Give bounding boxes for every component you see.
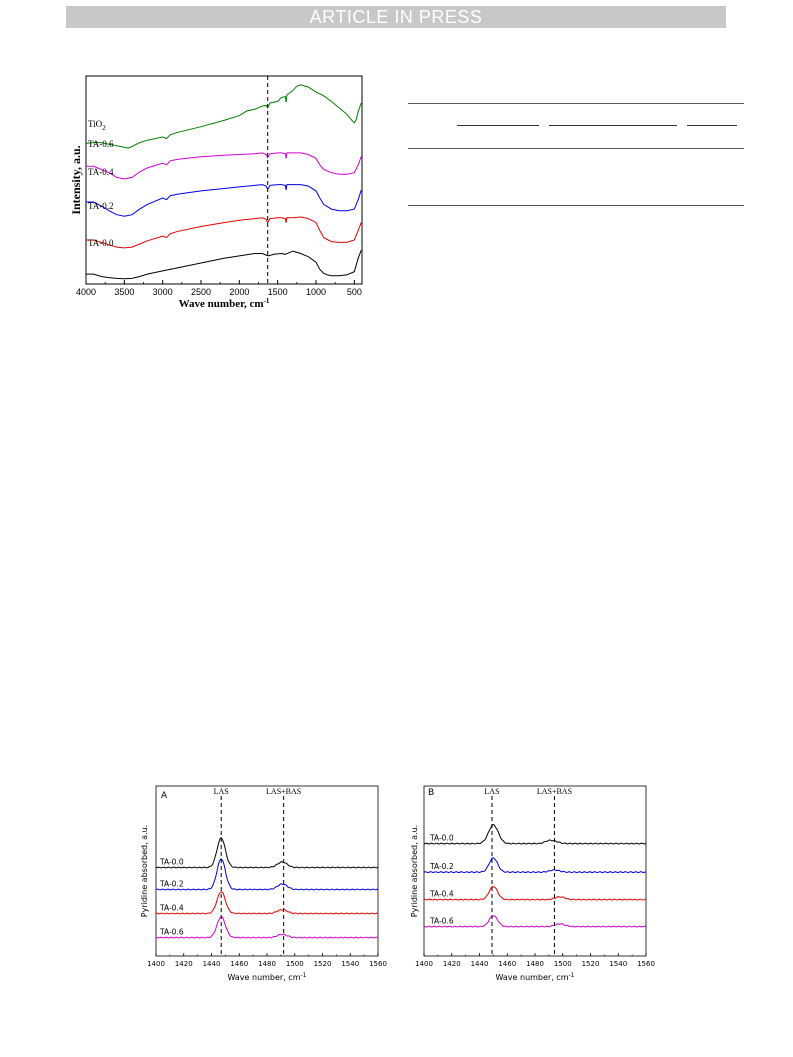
plot-frame (85, 75, 363, 285)
curve-label: TA-0.2 (88, 201, 114, 211)
table-group-rule-1 (457, 125, 539, 126)
panel-letter: B (428, 788, 434, 798)
spectrum-line-2 (155, 891, 379, 915)
spectra-lines (85, 84, 362, 280)
curve-label: TA-0.4 (88, 167, 114, 177)
x-tick-label: 1540 (341, 960, 359, 968)
x-tick-label: 1480 (258, 960, 276, 968)
spectra-lines (423, 824, 647, 928)
curve-label: TA-0.2 (159, 880, 184, 889)
x-axis-label: Wave number, cm-1 (496, 972, 575, 982)
reference-line-label: LAS+BAS (537, 787, 572, 796)
x-tick-label: 1440 (203, 960, 221, 968)
banner-text: ARTICLE IN PRESS (309, 7, 483, 27)
y-axis-label: Intensity, a.u. (69, 145, 83, 214)
spectrum-line-3 (155, 915, 379, 939)
table-header-rule (408, 148, 744, 149)
x-tick-label: 1000 (306, 287, 326, 297)
curve-label: TA-0.0 (88, 238, 114, 248)
x-tick-label: 4000 (76, 287, 96, 297)
curve-label: TA-0.6 (429, 917, 454, 926)
x-tick-label: 1400 (147, 960, 165, 968)
spectrum-line-0 (86, 250, 362, 280)
curve-label: TA-0.6 (88, 139, 114, 149)
pyridine-chart-b: 1400 1420 1440 1460 1480 1500 1520 1540 1560 LAS… (410, 785, 655, 982)
reference-line-label: LAS (484, 787, 499, 796)
y-axis-label: Pyridine absorbed, a.u. (410, 825, 419, 917)
x-tick-label: 1460 (230, 960, 248, 968)
x-tick-label: 1500 (554, 960, 572, 968)
x-tick-label: 1440 (471, 960, 489, 968)
x-tick-label: 1540 (609, 960, 627, 968)
reference-lines: LAS LAS+BAS (484, 787, 572, 956)
spectrum-line-1 (155, 858, 379, 891)
x-tick-label: 1460 (498, 960, 516, 968)
x-tick-label: 3500 (114, 287, 134, 297)
reference-line-label: LAS (214, 787, 229, 796)
x-axis-ticks: 4000 3500 3000 2500 2000 1500 1000 500 (76, 280, 362, 297)
curve-label: TA-0.4 (159, 904, 184, 913)
spectrum-line-2 (423, 886, 647, 901)
x-tick-label: 1500 (286, 960, 304, 968)
x-tick-label: 1560 (369, 960, 387, 968)
spectrum-line-3 (423, 915, 647, 928)
spectrum-line-0 (423, 824, 647, 845)
x-tick-label: 3000 (153, 287, 173, 297)
x-tick-label: 500 (347, 287, 362, 297)
x-axis-ticks: 1400 1420 1440 1460 1480 1500 1520 1540 1560 (147, 953, 387, 968)
x-axis-label: Wave number, cm-1 (179, 297, 270, 310)
curve-label: TA-0.6 (159, 928, 184, 937)
curve-label: TA-0.0 (159, 858, 184, 867)
x-tick-label: 1520 (314, 960, 332, 968)
x-axis-ticks: 1400 1420 1440 1460 1480 1500 1520 1540 1560 (415, 953, 655, 968)
x-tick-label: 1420 (443, 960, 461, 968)
reference-lines: LAS LAS+BAS (214, 787, 301, 956)
table-top-rule (408, 103, 744, 104)
article-in-press-banner: ARTICLE IN PRESS (66, 6, 726, 28)
reference-line-label: LAS+BAS (266, 787, 301, 796)
y-axis-label: Pyridine absorbed, a.u. (140, 825, 149, 917)
curve-labels: TA-0.0 TA-0.2 TA-0.4 TA-0.6 (159, 858, 184, 937)
panel-letter: A (161, 791, 168, 801)
curve-label: TA-0.0 (429, 834, 454, 843)
table-group-rule-3 (687, 125, 737, 126)
table-bottom-rule (408, 205, 744, 206)
spectrum-line-2 (86, 184, 362, 217)
x-tick-label: 1560 (637, 960, 655, 968)
curve-label: TA-0.4 (429, 890, 454, 899)
x-tick-label: 2500 (191, 287, 211, 297)
spectrum-line-1 (423, 857, 647, 874)
curve-label: TiO2 (88, 119, 106, 132)
table-group-rule-2 (549, 125, 677, 126)
spectrum-line-3 (86, 152, 362, 180)
x-tick-label: 1480 (526, 960, 544, 968)
spectrum-line-1 (86, 216, 362, 249)
ftir-spectra-chart: 4000 3500 3000 2500 2000 1500 1000 500 TA-0.0TA… (69, 75, 363, 310)
plot-frame (423, 785, 647, 957)
x-tick-label: 1500 (268, 287, 288, 297)
x-tick-label: 1400 (415, 960, 433, 968)
spectra-lines (155, 837, 379, 939)
x-tick-label: 1420 (175, 960, 193, 968)
x-tick-label: 1520 (582, 960, 600, 968)
spectrum-line-0 (155, 837, 379, 869)
curve-labels: TA-0.0 TA-0.2 TA-0.4 TA-0.6 (429, 834, 454, 926)
curve-labels: TA-0.0 TA-0.2 TA-0.4 TA-0.6 TiO2 (88, 119, 114, 248)
curve-label: TA-0.2 (429, 862, 454, 871)
plot-frame (155, 785, 379, 957)
pyridine-chart-a: 1400 1420 1440 1460 1480 1500 1520 1540 1560 LAS… (140, 785, 387, 982)
x-tick-label: 2000 (229, 287, 249, 297)
x-axis-label: Wave number, cm-1 (228, 972, 307, 982)
spectrum-line-4 (85, 84, 362, 149)
